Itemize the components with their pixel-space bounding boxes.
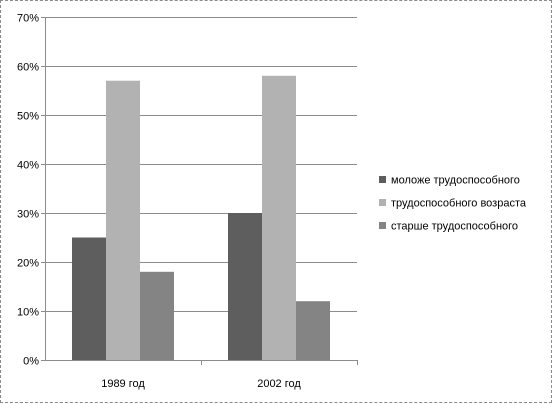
legend-swatch-1	[379, 176, 386, 183]
legend-swatch-2	[379, 199, 386, 206]
legend-swatch-3	[379, 222, 386, 229]
x-tick-label: 1989 год	[101, 378, 145, 390]
legend-label-3: старше трудоспособного	[391, 221, 518, 233]
x-tick-label: 2002 год	[257, 378, 301, 390]
y-tick-label: 60%	[17, 62, 39, 74]
legend-label-2: трудоспособного возраста	[391, 198, 527, 210]
axes: 0% 10% 20% 30% 40% 50% 60% 70% 1989 год 2002 год	[17, 13, 358, 390]
y-tick-label: 10%	[17, 307, 39, 319]
bar-1-2	[228, 213, 262, 360]
bar-2-2	[262, 75, 296, 361]
bar-1-1	[72, 237, 106, 360]
y-tick-label: 0%	[23, 356, 39, 368]
y-tick-label: 50%	[17, 111, 39, 123]
y-tick-label: 30%	[17, 209, 39, 221]
bar-3-2	[296, 301, 330, 360]
bars	[72, 75, 330, 361]
bar-2-1	[106, 80, 140, 360]
bar-3-1	[140, 271, 174, 360]
y-tick-label: 40%	[17, 160, 39, 172]
legend: моложе трудоспособного трудоспособного во…	[379, 175, 527, 233]
legend-label-1: моложе трудоспособного	[391, 175, 520, 187]
y-tick-label: 20%	[17, 258, 39, 270]
y-tick-label: 70%	[17, 13, 39, 25]
